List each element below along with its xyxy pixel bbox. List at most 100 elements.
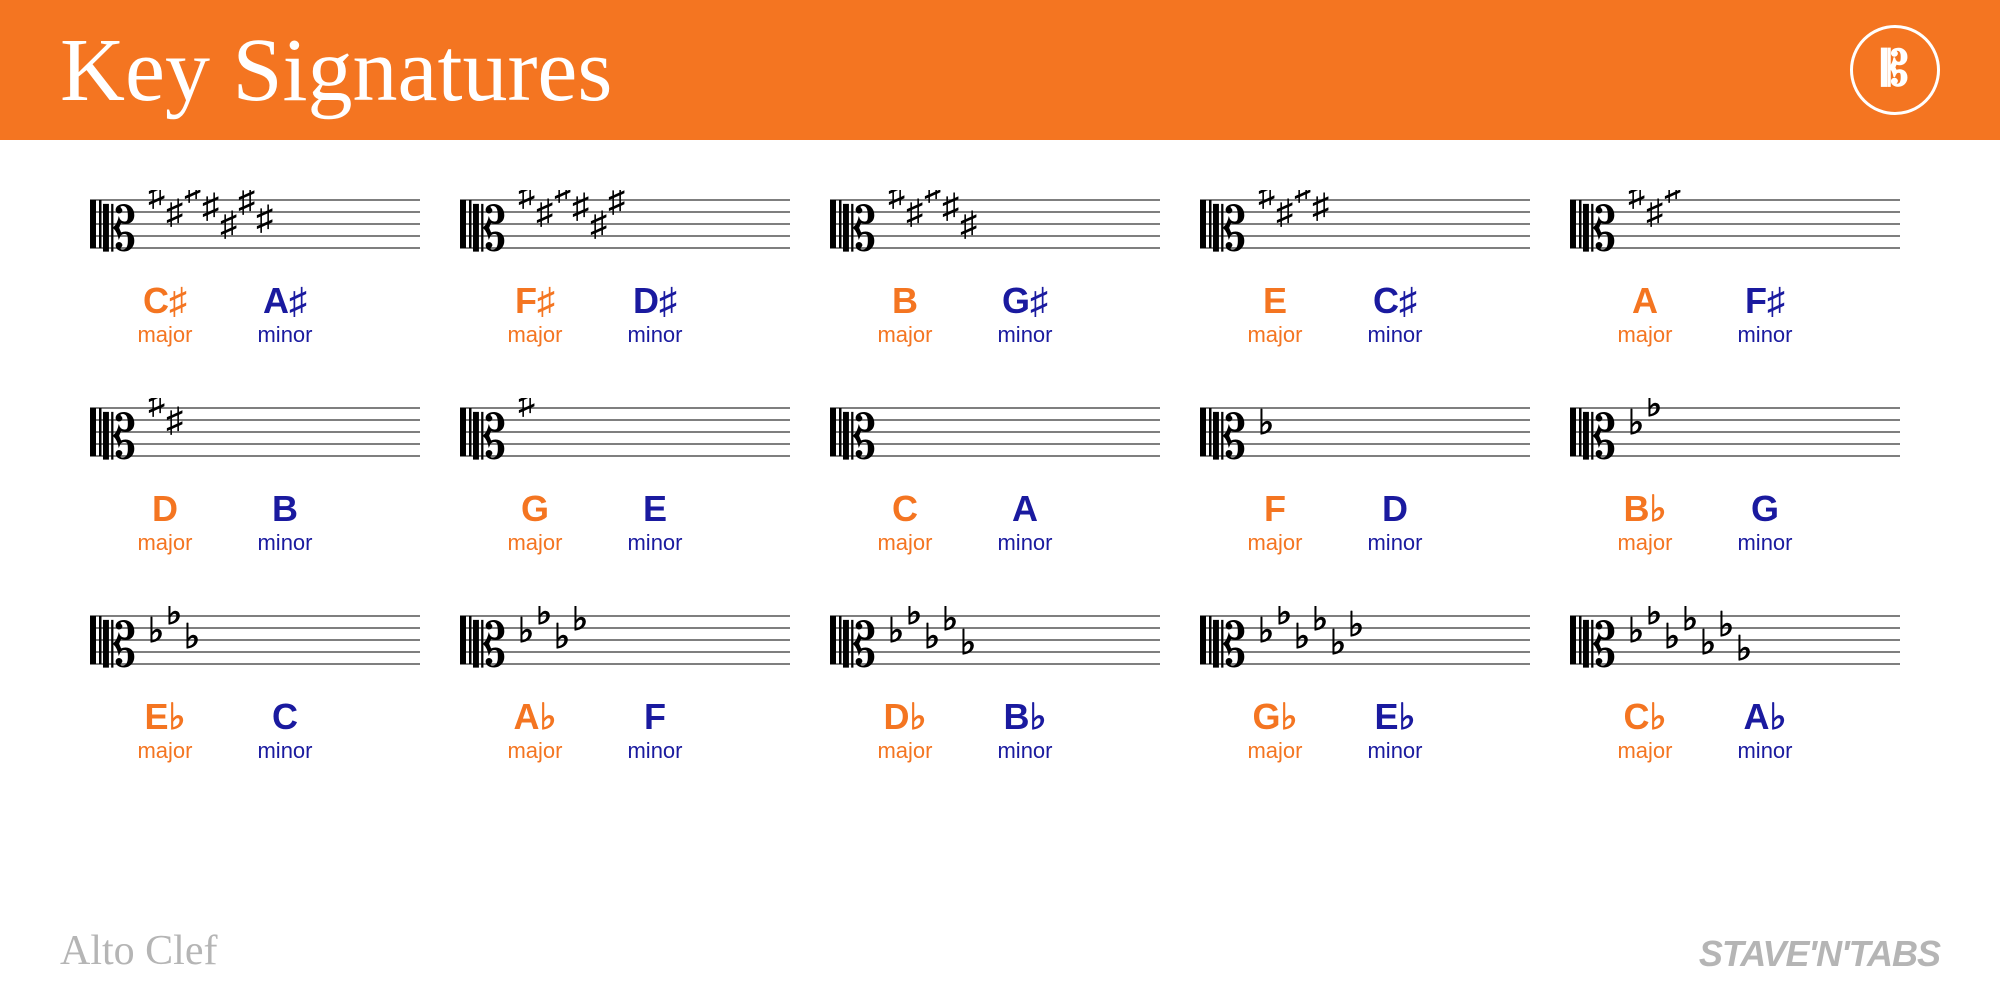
minor-quality-label: minor bbox=[625, 530, 685, 556]
major-quality-label: major bbox=[1615, 738, 1675, 764]
sharp-accidental-icon: ♯ bbox=[184, 190, 201, 207]
sharp-accidental-icon: ♯ bbox=[906, 193, 923, 231]
sharp-accidental-icon: ♯ bbox=[924, 190, 941, 207]
staff: 𝄡♭♭♭♭♭♭ bbox=[1200, 606, 1530, 686]
flat-accidental-icon: ♭ bbox=[1718, 606, 1734, 644]
major-label-group: Amajor bbox=[1615, 280, 1675, 348]
flat-accidental-icon: ♭ bbox=[1628, 404, 1644, 442]
sharp-accidental-icon: ♯ bbox=[1258, 190, 1275, 213]
major-key-name: D bbox=[135, 488, 195, 530]
alto-clef-icon: 𝄡 bbox=[1213, 405, 1246, 471]
minor-key-name: G bbox=[1735, 488, 1795, 530]
minor-key-name: F bbox=[625, 696, 685, 738]
sharp-accidental-icon: ♯ bbox=[220, 205, 237, 243]
staff-container: 𝄡♯♯♯♯♯♯ bbox=[460, 190, 790, 270]
minor-quality-label: minor bbox=[625, 322, 685, 348]
major-quality-label: major bbox=[1245, 322, 1305, 348]
flat-accidental-icon: ♭ bbox=[1736, 630, 1752, 668]
key-signature-cell: 𝄡♯♯♯♯EmajorC♯minor bbox=[1200, 190, 1540, 348]
major-key-name: B bbox=[875, 280, 935, 322]
sharp-accidental-icon: ♯ bbox=[238, 190, 255, 219]
major-label-group: D♭major bbox=[875, 696, 935, 764]
flat-accidental-icon: ♭ bbox=[1312, 606, 1328, 638]
minor-label-group: Gminor bbox=[1735, 488, 1795, 556]
flat-accidental-icon: ♭ bbox=[1646, 398, 1662, 424]
sharp-accidental-icon: ♯ bbox=[1312, 190, 1329, 225]
alto-clef-icon: 𝄡 bbox=[103, 613, 136, 679]
staff-container: 𝄡♭♭♭♭♭♭♭ bbox=[1570, 606, 1900, 686]
major-key-name: A♭ bbox=[505, 696, 565, 738]
staff: 𝄡 ♭♭ bbox=[1570, 398, 1900, 478]
flat-accidental-icon: ♭ bbox=[924, 618, 940, 656]
minor-quality-label: minor bbox=[1365, 322, 1425, 348]
minor-quality-label: minor bbox=[995, 322, 1055, 348]
flat-accidental-icon: ♭ bbox=[1664, 618, 1680, 656]
flat-accidental-icon: ♭ bbox=[942, 606, 958, 638]
sharp-accidental-icon: ♯ bbox=[518, 398, 535, 421]
minor-label-group: G♯minor bbox=[995, 280, 1055, 348]
key-signature-cell: 𝄡 ♯ GmajorEminor bbox=[460, 398, 800, 556]
staff-container: 𝄡♯♯♯♯♯ bbox=[830, 190, 1160, 270]
key-labels: GmajorEminor bbox=[505, 488, 685, 556]
minor-quality-label: minor bbox=[1735, 530, 1795, 556]
minor-key-name: C♯ bbox=[1365, 280, 1425, 322]
minor-label-group: F♯minor bbox=[1735, 280, 1795, 348]
major-key-name: E bbox=[1245, 280, 1305, 322]
sharp-accidental-icon: ♯ bbox=[942, 190, 959, 225]
alto-clef-icon: 𝄡 bbox=[1213, 613, 1246, 679]
alto-clef-icon: 𝄡 bbox=[473, 405, 506, 471]
flat-accidental-icon: ♭ bbox=[148, 612, 164, 650]
flat-accidental-icon: ♭ bbox=[536, 606, 552, 632]
minor-quality-label: minor bbox=[995, 738, 1055, 764]
alto-clef-icon: 𝄡 bbox=[1583, 405, 1616, 471]
major-label-group: E♭major bbox=[135, 696, 195, 764]
alto-clef-icon: 𝄡 bbox=[843, 197, 876, 263]
flat-accidental-icon: ♭ bbox=[572, 606, 588, 638]
minor-key-name: A♯ bbox=[255, 280, 315, 322]
minor-label-group: Dminor bbox=[1365, 488, 1425, 556]
staff-container: 𝄡♭ bbox=[1200, 398, 1530, 478]
minor-quality-label: minor bbox=[1365, 738, 1425, 764]
key-signature-cell: 𝄡♯♯♯AmajorF♯minor bbox=[1570, 190, 1910, 348]
key-signature-cell: 𝄡♭♭♭♭♭D♭majorB♭minor bbox=[830, 606, 1170, 764]
minor-key-name: D bbox=[1365, 488, 1425, 530]
flat-accidental-icon: ♭ bbox=[1682, 606, 1698, 638]
minor-label-group: Eminor bbox=[625, 488, 685, 556]
key-signature-cell: 𝄡♭♭♭E♭majorCminor bbox=[90, 606, 430, 764]
minor-label-group: C♯minor bbox=[1365, 280, 1425, 348]
brand-logo: STAVE'N'TABS bbox=[1699, 933, 1940, 975]
staff: 𝄡♭♭♭♭♭ bbox=[830, 606, 1160, 686]
sharp-accidental-icon: ♯ bbox=[960, 205, 977, 243]
major-label-group: A♭major bbox=[505, 696, 565, 764]
major-quality-label: major bbox=[1615, 322, 1675, 348]
staff-container: 𝄡 ♭♭ bbox=[1570, 398, 1900, 478]
sharp-accidental-icon: ♯ bbox=[166, 193, 183, 231]
flat-accidental-icon: ♭ bbox=[518, 612, 534, 650]
major-key-name: F bbox=[1245, 488, 1305, 530]
major-key-name: F♯ bbox=[505, 280, 565, 322]
major-label-group: G♭major bbox=[1245, 696, 1305, 764]
sharp-accidental-icon: ♯ bbox=[608, 190, 625, 219]
flat-accidental-icon: ♭ bbox=[166, 606, 182, 632]
key-labels: E♭majorCminor bbox=[135, 696, 315, 764]
major-quality-label: major bbox=[1615, 530, 1675, 556]
flat-accidental-icon: ♭ bbox=[184, 618, 200, 656]
key-labels: Amajor F♯minor bbox=[1615, 280, 1795, 348]
sharp-accidental-icon: ♯ bbox=[1646, 193, 1663, 231]
minor-label-group: Aminor bbox=[995, 488, 1055, 556]
major-label-group: Bmajor bbox=[875, 280, 935, 348]
sharp-accidental-icon: ♯ bbox=[1294, 190, 1311, 207]
flat-accidental-icon: ♭ bbox=[888, 612, 904, 650]
sharp-accidental-icon: ♯ bbox=[1664, 190, 1681, 207]
key-labels: FmajorDminor bbox=[1245, 488, 1425, 556]
minor-label-group: D♯minor bbox=[625, 280, 685, 348]
sharp-accidental-icon: ♯ bbox=[148, 190, 165, 213]
minor-label-group: Bminor bbox=[255, 488, 315, 556]
staff: 𝄡♭♭♭♭ bbox=[460, 606, 790, 686]
minor-quality-label: minor bbox=[255, 738, 315, 764]
header: Key Signatures 𝄡 bbox=[0, 0, 2000, 140]
minor-label-group: B♭minor bbox=[995, 696, 1055, 764]
key-signature-cell: 𝄡♭♭♭♭♭♭♭C♭majorA♭minor bbox=[1570, 606, 1910, 764]
staff: 𝄡♯♯♯♯♯ bbox=[830, 190, 1160, 270]
alto-clef-icon: 𝄡 bbox=[843, 613, 876, 679]
